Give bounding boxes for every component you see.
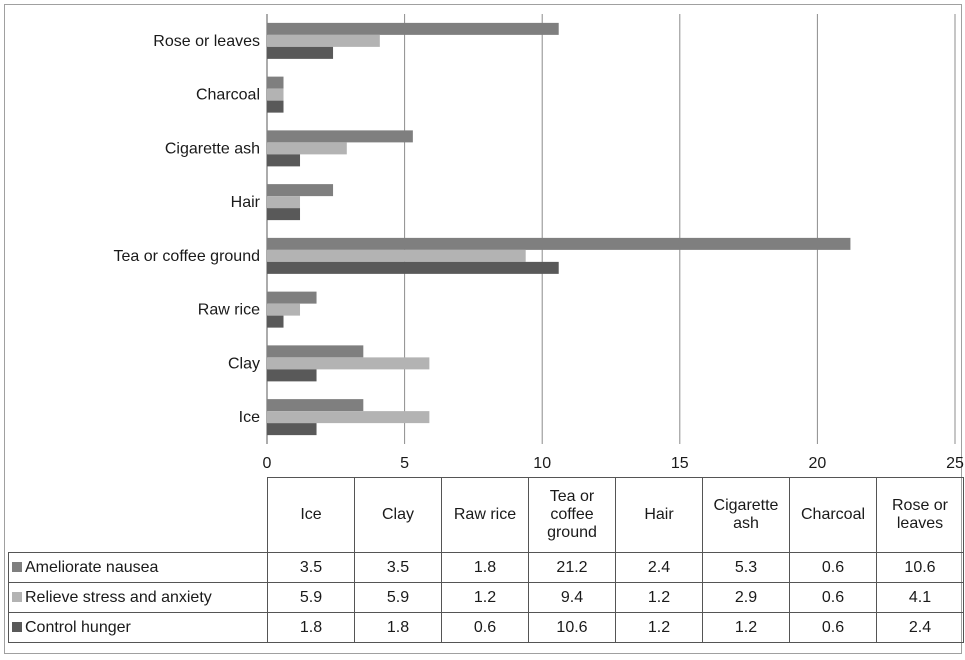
table-cell: 1.8 xyxy=(441,552,529,583)
table-cell: 1.2 xyxy=(615,582,703,613)
category-label: Raw rice xyxy=(198,302,260,319)
table-cell: 21.2 xyxy=(528,552,616,583)
category-label: Rose or leaves xyxy=(153,33,260,50)
table-cell: 2.4 xyxy=(876,612,964,643)
legend-entry: Relieve stress and anxiety xyxy=(8,582,268,613)
bar xyxy=(267,46,334,59)
x-tick-label: 25 xyxy=(946,455,964,472)
chart-frame xyxy=(4,4,962,654)
table-cell: 1.8 xyxy=(267,612,355,643)
bar xyxy=(267,100,284,113)
table-cell: 3.5 xyxy=(354,552,442,583)
legend-swatch xyxy=(12,591,22,602)
table-cell: 5.9 xyxy=(267,582,355,613)
table-header-cell: Rose or leaves xyxy=(876,477,964,553)
table-header-cell: Raw rice xyxy=(441,477,529,553)
table-header-row: Ice Clay Raw rice Tea or coffee ground Hair C… xyxy=(8,477,964,553)
table-header-cell: Cigarette ash xyxy=(702,477,790,553)
bar xyxy=(267,142,347,155)
table-header-cell: Clay xyxy=(354,477,442,553)
table-header-cell: Charcoal xyxy=(789,477,877,553)
table-cell: 0.6 xyxy=(789,552,877,583)
table-cell: 1.8 xyxy=(354,612,442,643)
legend-label: Ameliorate nausea xyxy=(25,558,159,576)
bar xyxy=(267,369,317,382)
bar xyxy=(267,154,301,167)
table-cell: 5.9 xyxy=(354,582,442,613)
x-tick-label: 20 xyxy=(809,455,827,472)
table-row: Relieve stress and anxiety 5.9 5.9 1.2 9.4 1.… xyxy=(8,582,964,613)
table-cell: 10.6 xyxy=(528,612,616,643)
bar xyxy=(267,423,317,436)
table-cell: 10.6 xyxy=(876,552,964,583)
data-table: Ice Clay Raw rice Tea or coffee ground Hair C… xyxy=(8,477,964,643)
bar xyxy=(267,291,317,304)
table-cell: 0.6 xyxy=(789,582,877,613)
table-cell: 2.9 xyxy=(702,582,790,613)
x-tick-label: 5 xyxy=(400,455,409,472)
table-header-cell: Ice xyxy=(267,477,355,553)
x-tick-label: 10 xyxy=(533,455,551,472)
bar xyxy=(267,315,284,328)
bar xyxy=(267,208,301,221)
table-corner-cell xyxy=(8,477,268,553)
category-label: Hair xyxy=(231,194,261,211)
table-cell: 0.6 xyxy=(789,612,877,643)
table-cell: 3.5 xyxy=(267,552,355,583)
bar xyxy=(267,184,334,197)
table-cell: 2.4 xyxy=(615,552,703,583)
bar xyxy=(267,76,284,89)
bar xyxy=(267,303,301,316)
bar xyxy=(267,249,526,262)
legend-entry: Control hunger xyxy=(8,612,268,643)
table-cell: 0.6 xyxy=(441,612,529,643)
table-cell: 1.2 xyxy=(441,582,529,613)
table-cell: 4.1 xyxy=(876,582,964,613)
bar xyxy=(267,237,851,250)
legend-label: Control hunger xyxy=(25,618,131,636)
legend-label: Relieve stress and anxiety xyxy=(25,588,212,606)
table-header-cell: Tea or coffee ground xyxy=(528,477,616,553)
bar xyxy=(267,261,559,274)
bar xyxy=(267,22,559,35)
bar xyxy=(267,88,284,101)
legend-entry: Ameliorate nausea xyxy=(8,552,268,583)
legend-swatch xyxy=(12,561,22,572)
x-tick-label: 0 xyxy=(263,455,272,472)
bar xyxy=(267,34,380,47)
table-cell: 1.2 xyxy=(702,612,790,643)
bar xyxy=(267,411,430,424)
table-row: Control hunger 1.8 1.8 0.6 10.6 1.2 1.2 0.6 2.4 xyxy=(8,612,964,643)
category-label: Charcoal xyxy=(196,87,260,104)
table-cell: 5.3 xyxy=(702,552,790,583)
bar xyxy=(267,345,364,358)
x-tick-label: 15 xyxy=(671,455,689,472)
bar xyxy=(267,196,301,209)
category-label: Tea or coffee ground xyxy=(114,248,260,265)
table-cell: 1.2 xyxy=(615,612,703,643)
table-row: Ameliorate nausea 3.5 3.5 1.8 21.2 2.4 5.3 0.6 1… xyxy=(8,552,964,583)
bar xyxy=(267,399,364,412)
category-label: Clay xyxy=(228,355,260,372)
table-header-cell: Hair xyxy=(615,477,703,553)
bar-chart: 0 5 10 15 20 25 Ice Clay Raw rice Tea or coffee g… xyxy=(114,14,964,472)
category-label: Cigarette ash xyxy=(165,140,260,157)
bar xyxy=(267,130,413,143)
legend-swatch xyxy=(12,621,22,632)
category-label: Ice xyxy=(239,409,260,426)
table-cell: 9.4 xyxy=(528,582,616,613)
bar xyxy=(267,357,430,370)
